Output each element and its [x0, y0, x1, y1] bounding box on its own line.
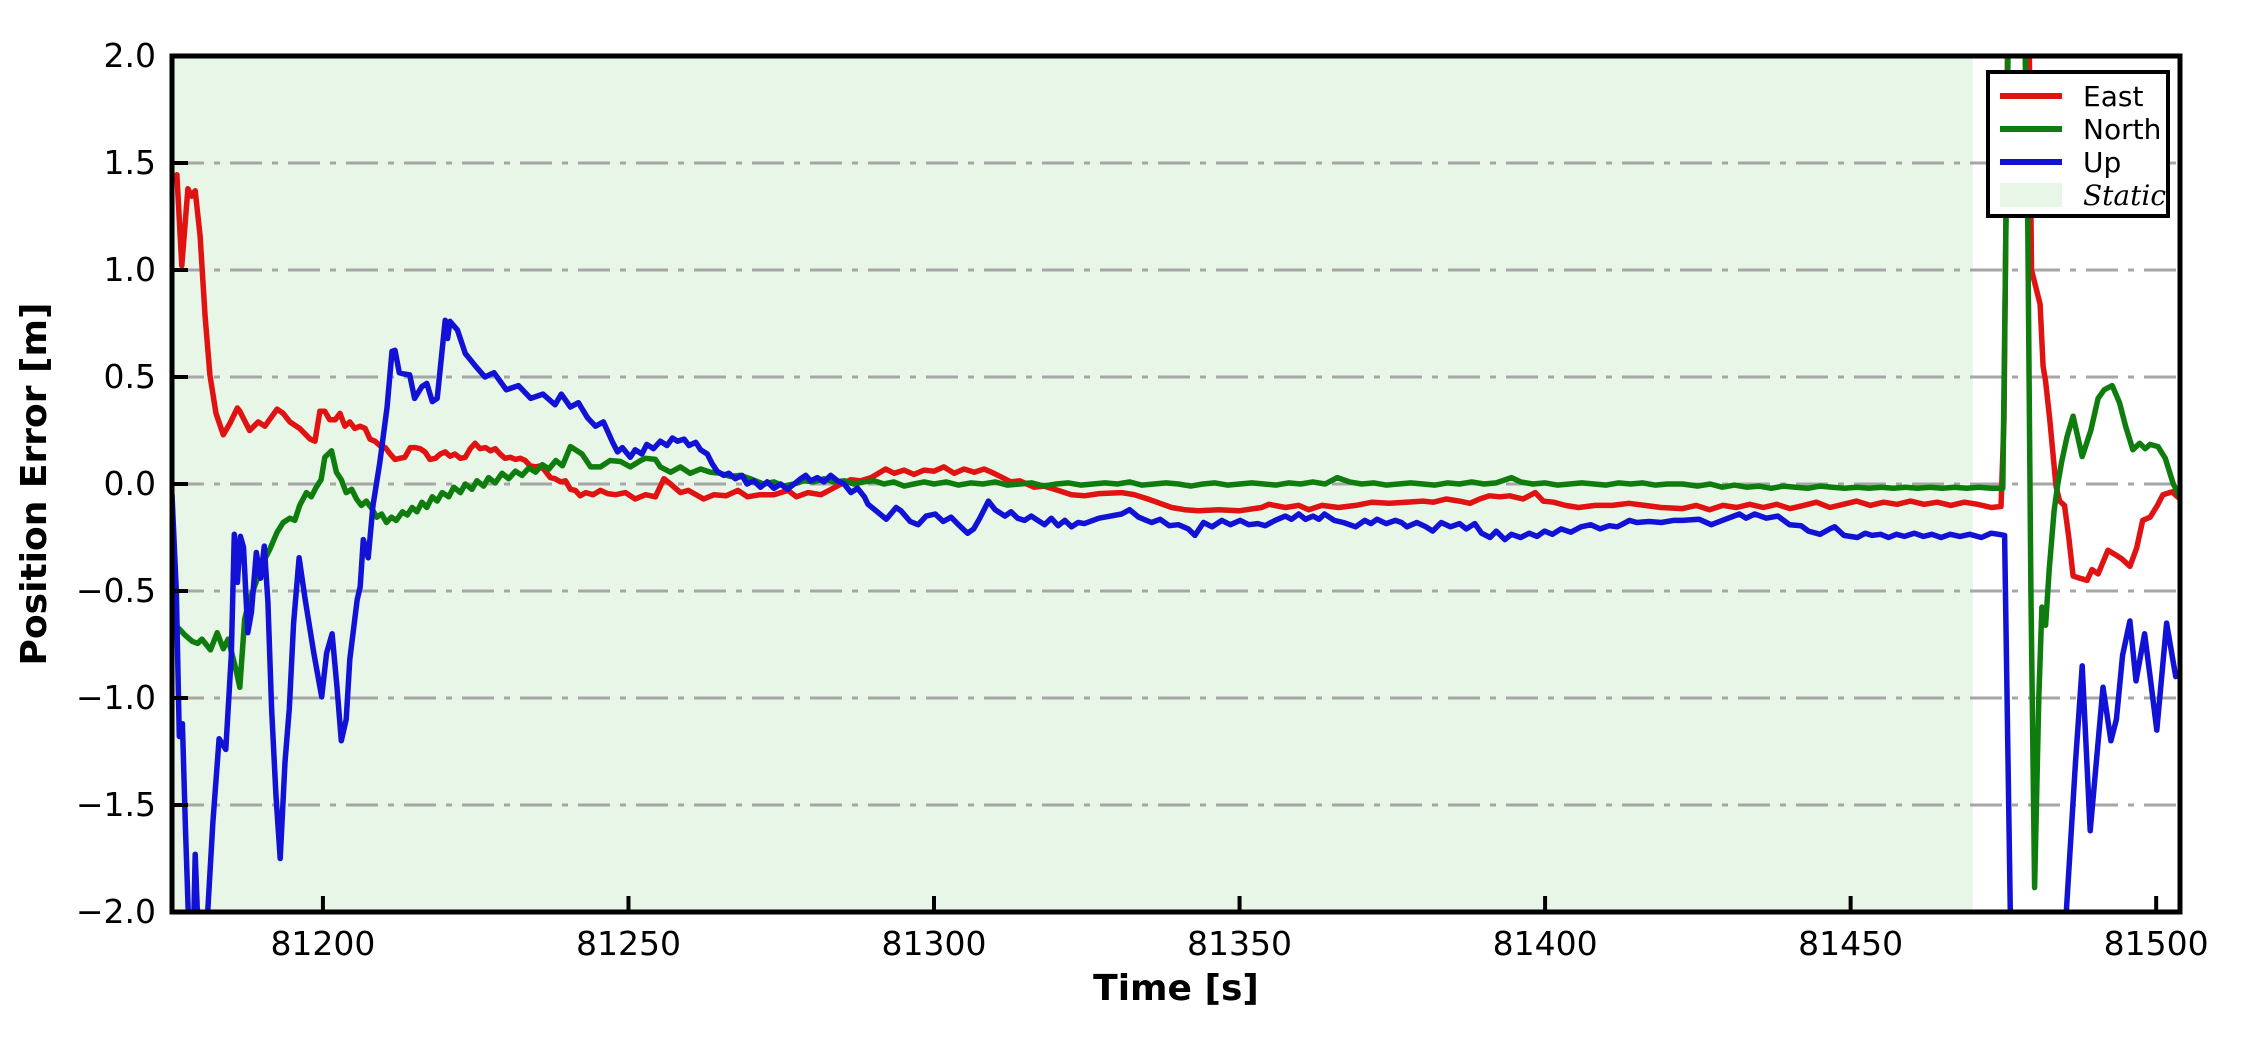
x-axis-label: Time [s]	[1093, 968, 1259, 1009]
y-tick-label: 1.5	[104, 143, 156, 182]
y-tick-label: 1.0	[104, 250, 156, 289]
axes-layer	[169, 53, 2183, 915]
legend-swatch	[2000, 183, 2062, 207]
legend-item-static: Static	[2000, 179, 2166, 212]
x-tick-label: 81500	[2104, 924, 2209, 963]
legend-label: North	[2083, 113, 2161, 146]
x-tick-label: 81200	[270, 924, 375, 963]
series-layer	[172, 56, 2180, 912]
x-tick-label: 81400	[1493, 924, 1598, 963]
up-line	[172, 317, 2180, 912]
legend-item-up: Up	[2000, 146, 2121, 179]
legend-label: Up	[2083, 146, 2121, 179]
y-tick-label: −1.0	[76, 678, 156, 717]
x-tick-label: 81300	[882, 924, 987, 963]
x-tick-label: 81450	[1798, 924, 1903, 963]
legend-label: Static	[2083, 179, 2166, 212]
y-tick-label: −0.5	[76, 571, 156, 610]
y-tick-label: −2.0	[76, 892, 156, 931]
legend-item-east: East	[2000, 80, 2143, 113]
legend-label: East	[2083, 80, 2143, 113]
north-line	[172, 56, 2180, 891]
y-tick-label: 0.5	[104, 357, 156, 396]
x-tick-label: 81350	[1187, 924, 1292, 963]
y-tick-label: 2.0	[104, 36, 156, 75]
y-axis-label: Position Error [m]	[14, 303, 55, 666]
y-tick-label: −1.5	[76, 785, 156, 824]
legend-item-north: North	[2000, 113, 2161, 146]
y-tick-label: 0.0	[104, 464, 156, 503]
x-tick-label: 81250	[576, 924, 681, 963]
tick-label-layer: 81200 81250 81300 81350 81400 81450 81500 2.0 1.…	[76, 36, 2209, 963]
